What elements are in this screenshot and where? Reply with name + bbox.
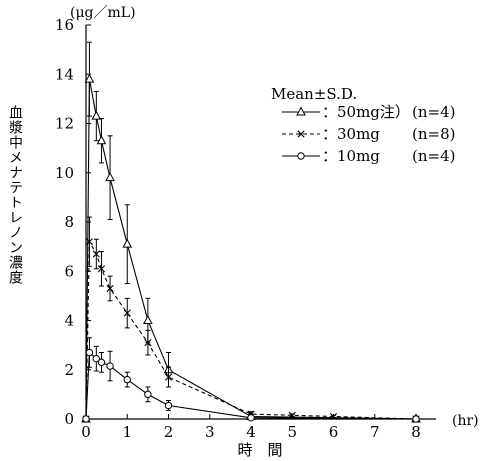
data-point-triangle bbox=[105, 172, 115, 182]
x-tick-label: 4 bbox=[246, 423, 256, 441]
data-point-x bbox=[123, 309, 131, 317]
data-point-x-stroke bbox=[164, 373, 173, 381]
data-point-triangle bbox=[96, 135, 107, 145]
data-point-x-stroke bbox=[288, 411, 296, 419]
legend-title: Mean±S.D. bbox=[271, 85, 357, 103]
y-tick-label: 6 bbox=[64, 262, 74, 280]
data-point-circle bbox=[82, 415, 90, 423]
series-line bbox=[85, 79, 417, 420]
data-point-circle bbox=[123, 375, 131, 384]
data-point-x-stroke bbox=[97, 265, 106, 273]
series-layer bbox=[81, 41, 421, 423]
data-point-x-stroke bbox=[92, 250, 100, 258]
data-point-triangle bbox=[122, 238, 133, 248]
legend-label: ：10mg bbox=[322, 147, 380, 165]
data-point-triangle bbox=[84, 73, 95, 83]
data-point-triangle bbox=[296, 106, 306, 116]
x-tick-label: 0 bbox=[81, 423, 91, 441]
data-point-circle bbox=[92, 354, 101, 363]
x-unit-label: (hr) bbox=[452, 413, 479, 429]
data-point-circle bbox=[106, 362, 114, 370]
x-tick-label: 5 bbox=[287, 423, 297, 441]
data-point-circle bbox=[97, 358, 106, 367]
data-point-x bbox=[85, 238, 94, 246]
data-point-circle bbox=[85, 348, 94, 357]
data-point-triangle bbox=[143, 314, 153, 324]
data-point-x bbox=[288, 411, 296, 419]
y-tick-label: 14 bbox=[55, 65, 74, 83]
data-point-circle bbox=[412, 415, 420, 423]
series-1 bbox=[82, 216, 420, 423]
x-axis-title: 時 間 bbox=[237, 441, 282, 459]
data-point-x-stroke bbox=[123, 309, 131, 317]
legend-label: ：50mg注） bbox=[322, 103, 410, 121]
data-point-x bbox=[106, 284, 114, 293]
data-point-x bbox=[144, 339, 152, 347]
x-tick-label: 6 bbox=[329, 423, 339, 441]
data-point-x bbox=[297, 130, 305, 138]
data-point-circle bbox=[144, 390, 152, 399]
data-point-x-stroke bbox=[297, 130, 305, 138]
legend: Mean±S.D.：50mg注） (n=4)：30mg (n=8)：10mg (n=4… bbox=[271, 85, 455, 165]
data-point-triangle bbox=[91, 110, 102, 120]
legend-n: (n=4) bbox=[412, 147, 455, 165]
y-tick-label: 8 bbox=[64, 213, 74, 231]
data-point-x bbox=[164, 373, 173, 381]
data-point-x-stroke bbox=[85, 238, 94, 246]
series-line bbox=[85, 351, 417, 420]
x-tick-label: 8 bbox=[411, 423, 421, 441]
series-0 bbox=[81, 41, 421, 423]
y-tick-label: 12 bbox=[55, 115, 74, 133]
y-tick-label: 10 bbox=[55, 164, 74, 182]
series-line bbox=[85, 239, 417, 420]
data-point-x bbox=[92, 250, 100, 258]
data-point-x-stroke bbox=[106, 284, 114, 293]
y-axis-title: 血漿中メナテトレノン濃度 bbox=[7, 105, 23, 285]
legend-n: (n=8) bbox=[412, 125, 455, 143]
data-point-circle bbox=[164, 401, 173, 410]
data-point-x bbox=[97, 265, 106, 273]
series-2 bbox=[82, 337, 420, 423]
legend-label: ：30mg bbox=[322, 125, 380, 143]
data-point-circle bbox=[247, 414, 255, 422]
x-tick-label: 3 bbox=[205, 423, 215, 441]
x-tick-label: 7 bbox=[370, 423, 380, 441]
x-tick-label: 2 bbox=[164, 423, 174, 441]
y-tick-label: 2 bbox=[64, 361, 74, 379]
y-tick-label: 4 bbox=[64, 312, 74, 330]
data-point-circle bbox=[297, 152, 305, 160]
data-point-x-stroke bbox=[144, 339, 152, 347]
y-tick-label: 0 bbox=[64, 410, 74, 428]
x-tick-label: 1 bbox=[122, 423, 132, 441]
y-tick-label: 16 bbox=[55, 16, 74, 34]
y-unit-label: (μg／mL) bbox=[70, 5, 136, 21]
legend-n: (n=4) bbox=[412, 103, 455, 121]
